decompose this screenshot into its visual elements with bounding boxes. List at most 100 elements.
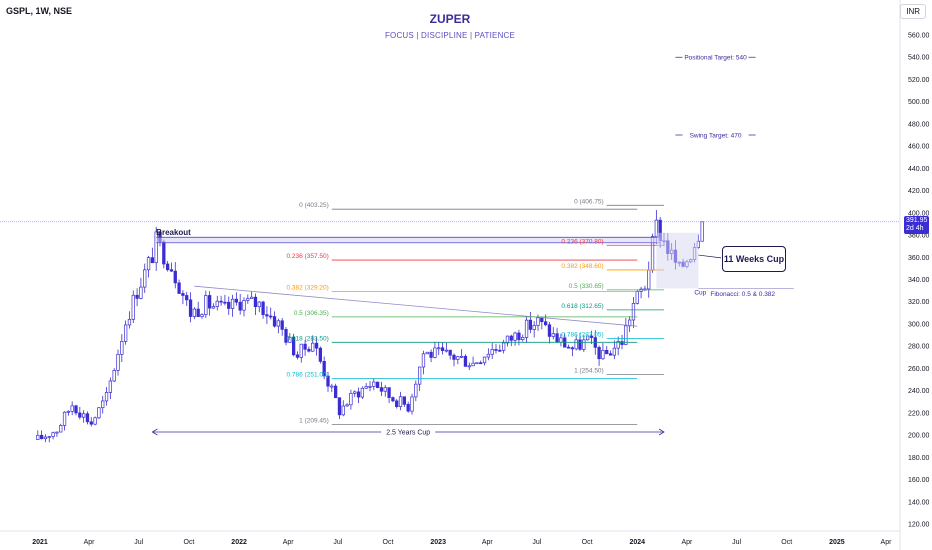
candle-body xyxy=(486,353,491,358)
candle-body xyxy=(479,362,483,365)
candle-body xyxy=(81,413,86,418)
candle-body xyxy=(257,301,261,308)
x-tick-label: 2023 xyxy=(430,539,446,546)
candle-body xyxy=(249,296,254,299)
x-tick-label: Apr xyxy=(681,539,693,546)
fib-label-right: 0.382 (348.60) xyxy=(561,263,603,270)
fib-label-left: 0.382 (329.20) xyxy=(287,285,329,292)
candle-body xyxy=(437,347,441,350)
candle-body xyxy=(543,321,548,326)
candle-body xyxy=(177,282,181,294)
candle-body xyxy=(582,339,586,350)
y-tick-label: 360.00 xyxy=(908,255,930,262)
candle-body xyxy=(188,299,193,317)
candle-body xyxy=(383,387,387,392)
candle-body xyxy=(337,397,342,416)
candle-body xyxy=(112,370,116,382)
candle-body xyxy=(139,286,143,299)
candle-body xyxy=(207,295,212,309)
candle-body xyxy=(559,337,563,343)
candle-body xyxy=(307,348,311,352)
candle-body xyxy=(372,381,376,387)
x-tick-label: Oct xyxy=(183,539,194,546)
arrow-head-left xyxy=(151,428,158,436)
candle-body xyxy=(589,335,594,338)
fibonacci-note: Fibonacci: 0.5 & 0.382 xyxy=(710,291,775,298)
candle-body xyxy=(433,347,437,358)
candle-body xyxy=(261,301,265,315)
y-tick-label: 540.00 xyxy=(908,55,930,62)
y-tick-label: 140.00 xyxy=(908,499,930,506)
candle-body xyxy=(154,231,158,264)
candle-body xyxy=(410,396,414,412)
candle-body xyxy=(36,434,40,440)
candle-body xyxy=(276,320,281,327)
y-tick-label: 320.00 xyxy=(908,299,930,306)
y-tick-label: 300.00 xyxy=(908,321,930,328)
candle-body xyxy=(620,341,624,345)
trendline xyxy=(194,285,638,327)
candle-body xyxy=(647,269,651,290)
candle-body xyxy=(528,319,533,330)
candle-body xyxy=(66,410,71,413)
candle-body xyxy=(238,301,242,311)
candle-body xyxy=(509,335,513,341)
candle-body xyxy=(272,316,277,327)
candle-body xyxy=(536,317,540,326)
candle-body xyxy=(135,294,139,299)
candle-body xyxy=(196,308,200,317)
candle-body xyxy=(585,335,590,341)
candle-body xyxy=(322,361,326,377)
candle-body xyxy=(391,397,395,402)
fib-label-right: 0.5 (330.65) xyxy=(569,283,604,290)
candle-body xyxy=(123,324,128,342)
candle-body xyxy=(375,381,380,388)
x-tick-label: Jul xyxy=(134,539,143,546)
candle-body xyxy=(211,306,216,309)
y-tick-label: 160.00 xyxy=(908,477,930,484)
currency-button[interactable]: INR xyxy=(900,4,926,19)
candle-body xyxy=(353,391,357,394)
two-half-years-cup-label: 2.5 Years Cup xyxy=(386,430,430,437)
candle-body xyxy=(551,333,555,337)
candle-body xyxy=(150,257,155,264)
candle-body xyxy=(631,303,636,321)
candle-body xyxy=(521,337,525,341)
chart-title: ZUPER xyxy=(429,12,471,26)
candle-body xyxy=(127,318,132,326)
candle-body xyxy=(116,353,120,371)
candle-body xyxy=(574,339,578,350)
candle-body xyxy=(494,349,498,351)
candle-body xyxy=(234,298,239,303)
candle-body xyxy=(223,301,227,304)
candle-body xyxy=(501,342,506,351)
candle-body xyxy=(200,314,204,317)
candle-body xyxy=(624,325,628,345)
candle-body xyxy=(93,417,97,425)
candle-body xyxy=(101,400,105,409)
x-tick-label: Oct xyxy=(781,539,792,546)
candle-body xyxy=(74,405,78,414)
eleven-weeks-cup-callout: 11 Weeks Cup xyxy=(722,246,786,272)
fib-label-left: 0.236 (357.50) xyxy=(287,253,329,260)
candle-body xyxy=(463,355,468,367)
x-tick-label: 2024 xyxy=(629,539,645,546)
cup-label-bg xyxy=(381,427,436,437)
last-price: 391.95 xyxy=(906,217,928,224)
candle-body xyxy=(532,325,536,330)
candle-body xyxy=(165,263,170,271)
x-tick-label: Oct xyxy=(582,539,593,546)
candle-body xyxy=(612,347,617,356)
candle-body xyxy=(570,347,575,350)
candle-body xyxy=(314,342,319,349)
candle-body xyxy=(269,315,273,318)
y-tick-label: 380.00 xyxy=(908,233,930,240)
candle-body xyxy=(89,421,93,425)
fib-label-left: 1 (209.45) xyxy=(299,418,329,425)
x-tick-label: Oct xyxy=(383,539,394,546)
candle-body xyxy=(39,434,44,440)
callout-pointer xyxy=(698,254,723,259)
candle-body xyxy=(566,346,571,349)
candle-body xyxy=(360,387,365,398)
